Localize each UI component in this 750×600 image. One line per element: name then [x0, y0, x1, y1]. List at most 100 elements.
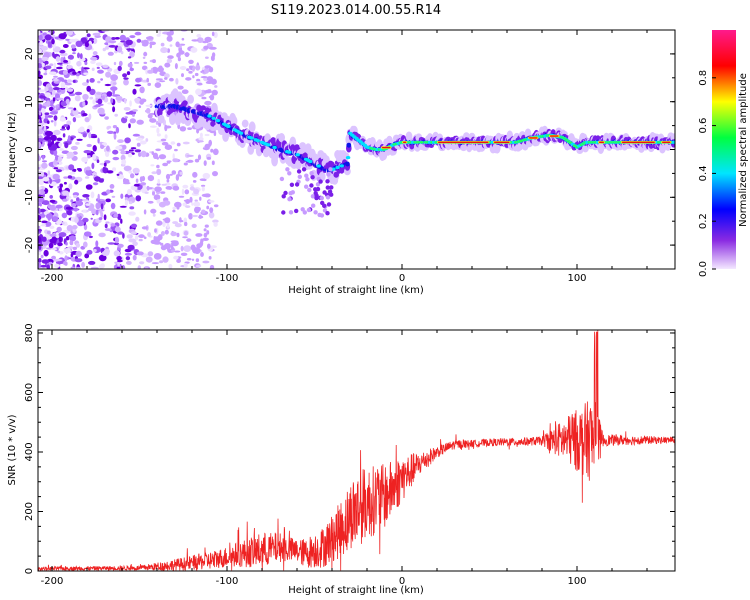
- spectrogram-speckle: [102, 47, 107, 52]
- snr-ylabel: SNR (10 * v/v): [7, 414, 18, 485]
- spectrogram-speckle: [48, 86, 53, 93]
- spectrogram-speckle: [41, 259, 50, 264]
- spectrogram-speckle: [63, 261, 68, 266]
- spectrogram-speckle: [67, 107, 74, 110]
- spectrogram-speckle: [40, 264, 47, 268]
- spectrogram-speckle: [43, 52, 50, 59]
- spectrogram-speckle: [194, 72, 199, 77]
- spectrogram-cell: [238, 131, 244, 135]
- spectrogram-speckle: [112, 156, 120, 161]
- spectrogram-speckle: [65, 30, 74, 36]
- spectrogram-speckle: [83, 150, 92, 154]
- spectrogram-speckle: [188, 65, 193, 69]
- spectrogram-speckle: [204, 133, 210, 137]
- spectrogram-ytick-label: 10: [24, 95, 35, 108]
- spectrogram-speckle: [85, 203, 91, 207]
- spectrogram-speckle: [168, 264, 173, 269]
- spectrogram-speckle: [58, 142, 63, 148]
- spectrogram-speckle: [66, 156, 71, 159]
- spectrogram-speckle: [101, 191, 108, 196]
- spectrogram-speckle: [61, 150, 70, 154]
- snr-ytick-label: 200: [24, 502, 35, 521]
- spectrogram-speckle: [78, 112, 82, 114]
- spectrogram-speckle: [210, 55, 215, 62]
- spectrogram-speckle: [105, 71, 112, 78]
- spectrogram-speckle: [145, 104, 152, 107]
- spectrogram-speckle: [205, 56, 209, 59]
- spectrogram-speckle: [281, 194, 286, 199]
- spectrogram-speckle: [76, 60, 82, 67]
- spectrogram-speckle: [47, 139, 52, 144]
- spectrogram-speckle: [100, 203, 104, 210]
- spectrogram-speckle: [62, 70, 68, 75]
- spectrogram-speckle: [110, 97, 114, 104]
- spectrogram-speckle: [184, 221, 188, 227]
- spectrogram-cell: [207, 114, 212, 118]
- spectrogram-speckle: [201, 96, 207, 100]
- spectrogram-speckle: [47, 41, 52, 48]
- spectrogram-speckle: [129, 67, 134, 72]
- spectrogram-speckle: [182, 141, 190, 145]
- spectrogram-cell: [308, 159, 313, 164]
- spectrogram-speckle: [160, 138, 167, 142]
- spectrogram-speckle: [150, 164, 155, 167]
- spectrogram-speckle: [208, 211, 215, 219]
- snr-xtick-label: 0: [399, 576, 405, 587]
- spectrogram-speckle: [114, 226, 121, 233]
- spectrogram-speckle: [155, 78, 163, 81]
- spectrogram-speckle: [142, 39, 149, 46]
- spectrogram-cell: [345, 161, 350, 167]
- spectrogram-speckle: [125, 112, 132, 115]
- spectrogram-speckle: [160, 242, 164, 246]
- spectrogram-speckle: [88, 37, 94, 42]
- spectrogram-speckle: [134, 61, 140, 64]
- spectrogram-speckle: [192, 171, 198, 178]
- spectrogram-speckle: [193, 201, 201, 207]
- spectrogram-cell: [211, 116, 216, 120]
- spectrogram-speckle: [128, 211, 136, 216]
- spectrogram-speckle: [307, 187, 312, 193]
- spectrogram-speckle: [174, 148, 178, 152]
- spectrogram-xtick-label: 100: [567, 273, 586, 284]
- spectrogram-speckle: [129, 118, 136, 124]
- spectrogram-speckle: [146, 77, 149, 83]
- spectrogram-speckle: [38, 111, 42, 116]
- spectrogram-speckle: [153, 253, 162, 260]
- spectrogram-speckle: [49, 177, 52, 184]
- spectrogram-speckle: [74, 115, 82, 118]
- spectrogram-speckle: [122, 144, 127, 150]
- spectrogram-speckle: [112, 167, 117, 172]
- spectrogram-speckle: [310, 194, 316, 199]
- spectrogram-speckle: [98, 232, 106, 238]
- spectrogram-speckle: [201, 186, 205, 192]
- spectrogram-cell: [419, 141, 424, 144]
- spectrogram-speckle: [171, 170, 177, 175]
- spectrogram-speckle: [69, 235, 77, 242]
- spectrogram-speckle: [86, 129, 90, 133]
- spectrogram-ylabel: Frequency (Hz): [7, 112, 18, 188]
- spectrogram-speckle: [95, 62, 103, 66]
- spectrogram-speckle: [76, 213, 80, 218]
- spectrogram-speckle: [186, 68, 190, 72]
- spectrogram-speckle: [103, 214, 107, 221]
- spectrogram-speckle: [109, 184, 115, 189]
- spectrogram-speckle: [325, 211, 330, 216]
- spectrogram-speckle: [176, 232, 180, 238]
- spectrogram-speckle: [183, 162, 188, 166]
- spectrogram-speckle: [86, 143, 92, 148]
- spectrogram-speckle: [38, 67, 41, 71]
- spectrogram-speckle: [198, 136, 204, 141]
- spectrogram-speckle: [82, 113, 88, 117]
- spectrogram-speckle: [89, 78, 95, 83]
- spectrogram-speckle: [53, 78, 59, 82]
- spectrogram-speckle: [74, 217, 79, 223]
- spectrogram-speckle: [176, 52, 181, 58]
- spectrogram-speckle: [135, 178, 139, 183]
- spectrogram-speckle: [203, 232, 208, 238]
- spectrogram-speckle: [203, 45, 209, 50]
- spectrogram-speckle: [38, 189, 41, 195]
- spectrogram-speckle: [96, 159, 100, 163]
- snr-panel: -200 -100 0 100 0 200 400 600 800 Height of stra…: [7, 323, 676, 596]
- spectrogram-speckle: [106, 189, 111, 194]
- spectrogram-speckle: [74, 179, 79, 185]
